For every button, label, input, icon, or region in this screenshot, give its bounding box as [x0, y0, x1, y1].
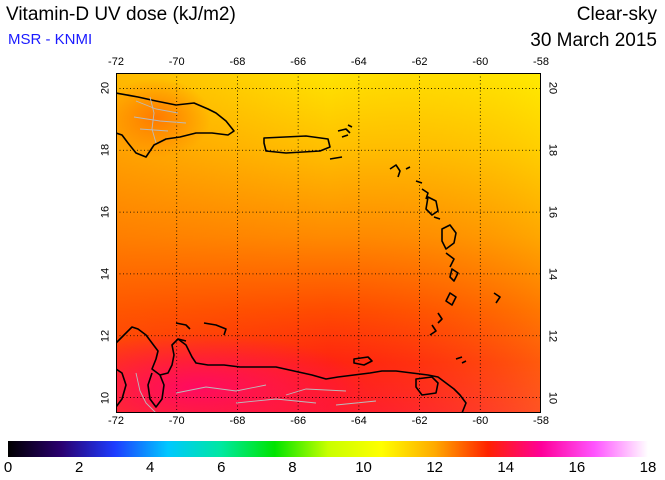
latitude-tick-right: 20 [546, 82, 559, 95]
west-coast-left [116, 368, 127, 408]
longitude-tick-top: -68 [229, 56, 246, 68]
south-america-high-zone [116, 333, 366, 413]
coastlines [116, 92, 501, 413]
latitude-tick-left: 20 [99, 82, 112, 95]
colorbar-label: 6 [217, 459, 226, 476]
colorbar-gradient [8, 441, 648, 457]
colorbar-label: 0 [3, 459, 13, 476]
colorbar-label: 18 [639, 459, 657, 476]
colorbar-label: 2 [74, 459, 84, 476]
longitude-tick-bottom: -60 [472, 415, 489, 427]
latitude-tick-left: 12 [99, 329, 112, 342]
virgin-islands-coast [329, 124, 353, 160]
longitude-tick-top: -66 [290, 56, 307, 68]
latitude-tick-right: 14 [546, 267, 559, 281]
longitude-tick-bottom: -58 [533, 415, 549, 427]
latitude-tick-left: 14 [99, 267, 112, 281]
longitude-tick-bottom: -68 [229, 415, 246, 427]
venezuela-relief [175, 384, 377, 406]
latitude-tick-left: 10 [99, 391, 112, 404]
windward-islands-coast [429, 312, 467, 364]
longitude-tick-top: -62 [411, 56, 428, 68]
date-label: 30 March 2015 [530, 30, 657, 51]
sky-condition-label: Clear-sky [576, 4, 657, 25]
map-title: Vitamin-D UV dose (kJ/m2) [6, 4, 236, 25]
hispaniola-coast [116, 92, 235, 158]
country-borders [133, 96, 377, 413]
colorbar-label: 10 [355, 459, 372, 476]
longitude-tick-bottom: -70 [168, 415, 185, 427]
colorbar [8, 441, 648, 457]
uv-dose-map [116, 73, 541, 413]
colorbar-label: 4 [146, 459, 155, 476]
longitude-tick-top: -64 [350, 56, 367, 68]
puerto-rico-coast [263, 135, 331, 154]
latitude-tick-left: 18 [99, 144, 112, 157]
map-frame [116, 73, 541, 413]
graticule [116, 73, 541, 413]
margarita-coast [353, 356, 373, 366]
colorbar-label: 12 [426, 459, 443, 476]
latitude-tick-right: 18 [546, 144, 559, 157]
colorbar-label: 14 [497, 459, 515, 476]
colorbar-label: 16 [568, 459, 586, 476]
leeward-islands-coast [389, 164, 501, 306]
credit-label: MSR - KNMI [8, 31, 93, 48]
longitude-tick-bottom: -72 [108, 415, 124, 427]
haiti-dr-border [149, 96, 157, 144]
latitude-tick-right: 12 [546, 329, 559, 342]
latitude-tick-right: 10 [546, 391, 559, 404]
latitude-tick-left: 16 [99, 205, 112, 219]
longitude-tick-top: -60 [472, 56, 489, 68]
longitude-tick-bottom: -66 [290, 415, 307, 427]
south-america-coast [116, 326, 467, 413]
lake-maracaibo-coast [147, 372, 165, 408]
colorbar-label: 8 [288, 459, 297, 476]
longitude-tick-top: -72 [108, 56, 124, 68]
longitude-tick-bottom: -62 [411, 415, 428, 427]
longitude-tick-top: -58 [533, 56, 549, 68]
colombia-venezuela-border [135, 372, 157, 413]
hispaniola-relief [133, 100, 187, 132]
longitude-tick-bottom: -64 [350, 415, 367, 427]
trinidad-coast [415, 376, 439, 396]
latitude-tick-right: 16 [546, 205, 559, 219]
longitude-tick-top: -70 [168, 56, 185, 68]
